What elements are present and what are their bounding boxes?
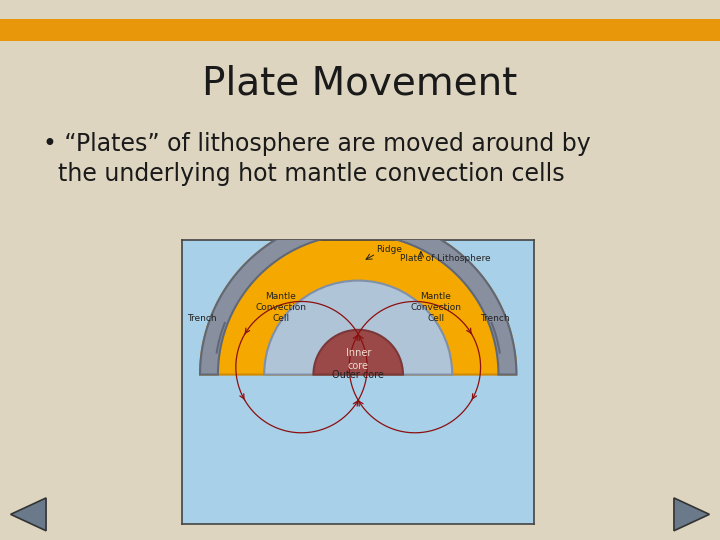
Wedge shape xyxy=(264,281,452,375)
Text: Mantle
Convection
Cell: Mantle Convection Cell xyxy=(410,292,462,323)
Text: Trench: Trench xyxy=(480,314,510,323)
Text: Outer core: Outer core xyxy=(332,369,384,380)
Polygon shape xyxy=(11,498,46,531)
Text: Trench: Trench xyxy=(186,314,216,323)
Text: • “Plates” of lithosphere are moved around by: • “Plates” of lithosphere are moved arou… xyxy=(43,132,591,156)
Text: Ridge: Ridge xyxy=(376,245,402,254)
Text: Mantle
Convection
Cell: Mantle Convection Cell xyxy=(255,292,306,323)
Bar xyxy=(0,19,720,40)
Polygon shape xyxy=(674,498,709,531)
Polygon shape xyxy=(200,217,516,375)
Text: the underlying hot mantle convection cells: the underlying hot mantle convection cel… xyxy=(43,162,564,186)
Wedge shape xyxy=(200,217,516,375)
Wedge shape xyxy=(313,330,403,375)
Text: Plate Movement: Plate Movement xyxy=(202,65,518,103)
Text: Plate of Lithosphere: Plate of Lithosphere xyxy=(400,254,490,263)
Text: Inner
core: Inner core xyxy=(346,348,371,371)
